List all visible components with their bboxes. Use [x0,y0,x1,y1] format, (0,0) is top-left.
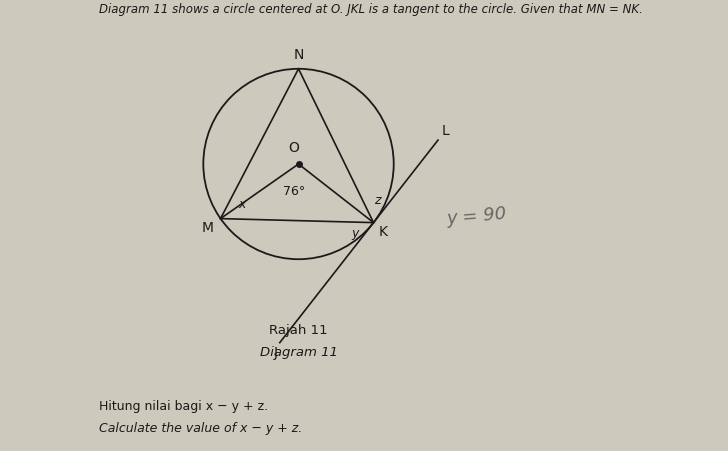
Text: J: J [274,346,278,360]
Text: K: K [379,225,388,239]
Text: M: M [202,221,214,235]
Text: y: y [352,227,359,240]
Text: Hitung nilai bagi x − y + z.: Hitung nilai bagi x − y + z. [98,400,268,413]
Text: O: O [288,142,299,156]
Text: Diagram 11: Diagram 11 [260,346,338,359]
Text: L: L [442,124,450,138]
Text: y = 90: y = 90 [446,205,507,228]
Text: z: z [374,194,380,207]
Text: Diagram 11 shows a circle centered at O. JKL is a tangent to the circle. Given t: Diagram 11 shows a circle centered at O.… [98,4,642,16]
Text: 76°: 76° [282,185,305,198]
Text: N: N [293,48,304,62]
Text: x: x [238,198,245,211]
Text: Rajah 11: Rajah 11 [269,324,328,337]
Text: Calculate the value of x − y + z.: Calculate the value of x − y + z. [98,422,302,435]
